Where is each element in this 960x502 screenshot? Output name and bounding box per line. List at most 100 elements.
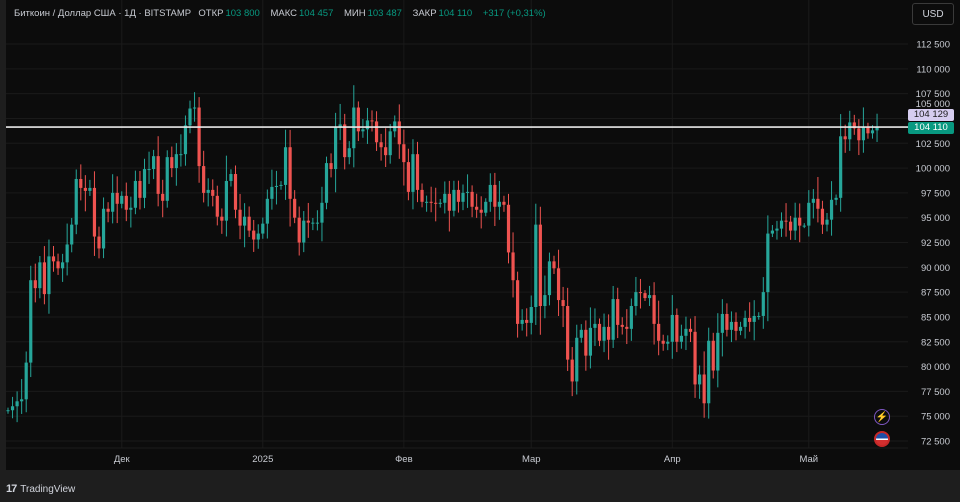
currency-button[interactable]: USD: [912, 3, 954, 25]
candle-down: [506, 204, 511, 253]
candle-down: [374, 121, 379, 143]
candle-down: [397, 121, 401, 145]
candle-up: [634, 292, 638, 307]
candle-down: [238, 209, 242, 226]
candle-up: [302, 220, 306, 243]
lightning-icon[interactable]: ⚡: [874, 409, 890, 425]
footer-bar: 17 TradingView: [0, 476, 960, 502]
candle-down: [293, 198, 297, 218]
candle-down: [584, 329, 588, 356]
candle-up: [825, 219, 829, 225]
candle-up: [461, 192, 465, 202]
candle-down: [470, 191, 474, 207]
y-tick-label: 102 500: [916, 139, 950, 150]
candle-up: [802, 225, 806, 227]
candle-up: [543, 295, 547, 307]
candle-up: [861, 127, 865, 141]
us-flag-icon[interactable]: [874, 431, 890, 447]
candle-down: [56, 261, 60, 269]
x-tick-label: Апр: [664, 454, 681, 465]
candle-down: [384, 147, 388, 156]
candle-down: [406, 162, 410, 192]
candle-up: [684, 328, 688, 336]
candle-down: [502, 201, 506, 205]
tradingview-logo[interactable]: 17 TradingView: [6, 483, 75, 495]
candle-up: [743, 317, 747, 327]
candle-down: [247, 216, 251, 231]
candle-up: [70, 224, 74, 245]
candle-down: [343, 124, 347, 158]
candle-up: [529, 307, 533, 323]
candle-up: [174, 154, 178, 169]
candle-down: [525, 319, 529, 323]
candle-up: [24, 362, 28, 400]
candle-up: [575, 337, 579, 382]
candle-down: [511, 252, 515, 281]
candle-up: [101, 208, 106, 249]
candle-down: [288, 147, 292, 199]
candle-up: [206, 189, 210, 193]
candle-up: [270, 186, 274, 199]
candle-up: [520, 319, 524, 324]
candle-down: [556, 268, 561, 301]
candle-up: [779, 220, 784, 229]
candle-up: [629, 306, 633, 329]
y-tick-label: 75 000: [921, 412, 950, 423]
candle-down: [215, 195, 219, 217]
candle-down: [402, 144, 406, 163]
candle-up: [133, 180, 137, 208]
candle-down: [211, 189, 215, 196]
candle-down: [42, 262, 46, 295]
y-tick-label: 110 000: [916, 64, 950, 75]
candle-down: [657, 323, 661, 341]
candle-up: [265, 198, 269, 224]
candle-down: [475, 206, 479, 210]
candle-down: [479, 209, 483, 213]
candle-down: [370, 120, 374, 122]
candle-up: [761, 292, 765, 316]
candle-up: [811, 198, 815, 203]
candle-down: [170, 157, 174, 169]
candle-down: [597, 323, 602, 341]
symbol-title: Биткоин / Доллар США · 1Д · BITSTAMP: [14, 8, 192, 19]
y-tick-label: 85 000: [921, 312, 950, 323]
candle-down: [748, 317, 752, 322]
candle-down: [156, 156, 160, 194]
candle-down: [115, 192, 119, 204]
candle-up: [183, 125, 188, 155]
x-tick-label: Май: [799, 454, 818, 465]
candle-up: [165, 157, 169, 201]
candle-up: [698, 374, 702, 385]
candle-up: [443, 193, 447, 203]
change-value: +317 (+0,31%): [482, 8, 546, 19]
candle-down: [429, 201, 433, 203]
y-tick-label: 112 500: [916, 40, 950, 51]
y-tick-label: 107 500: [916, 89, 950, 100]
candle-up: [579, 329, 583, 338]
y-tick-label: 87 500: [921, 288, 950, 299]
candle-up: [829, 199, 834, 220]
candle-up: [425, 201, 429, 203]
low-label: МИН: [344, 8, 366, 19]
candle-up: [757, 315, 761, 317]
candle-down: [538, 224, 542, 307]
candle-down: [784, 220, 788, 222]
candle-down: [798, 217, 802, 226]
candle-down: [92, 187, 97, 237]
candle-up: [807, 202, 811, 226]
candle-down: [197, 107, 201, 167]
candle-up: [588, 327, 592, 356]
low-value: 103 487: [367, 8, 402, 19]
candle-up: [111, 192, 115, 212]
y-tick-label: 95 000: [921, 213, 950, 224]
candle-down: [566, 306, 570, 360]
candle-up: [534, 224, 538, 308]
candle-up: [361, 129, 365, 132]
candle-up: [839, 136, 843, 198]
candle-down: [702, 374, 706, 404]
candle-up: [274, 185, 279, 187]
candle-up: [29, 280, 33, 363]
symbol-legend: Биткоин / Доллар США · 1Д · BITSTAMP ОТК…: [14, 8, 554, 19]
